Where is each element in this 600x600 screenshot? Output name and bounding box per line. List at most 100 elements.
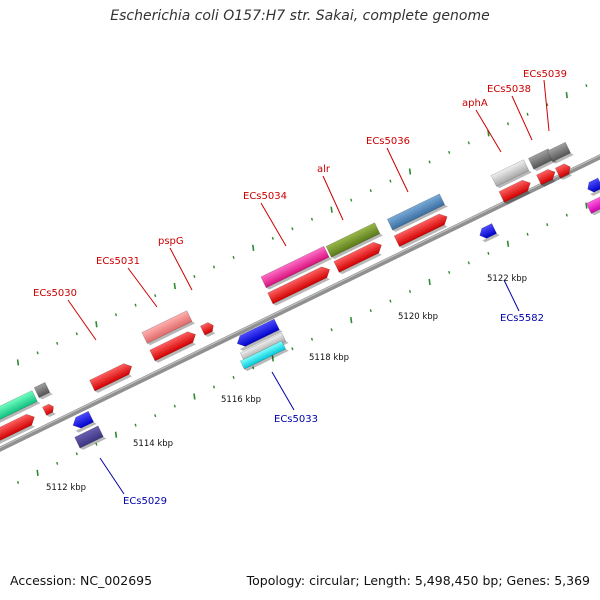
- cds-forward[interactable]: [333, 240, 386, 275]
- tick-label-5114: 5114 kbp: [133, 439, 173, 449]
- minor-tick: [467, 141, 470, 145]
- cds-reverse[interactable]: [477, 223, 500, 243]
- minor-tick: [330, 328, 333, 332]
- cds-forward[interactable]: [554, 162, 574, 181]
- genome-backbone: [0, 154, 600, 452]
- minor-tick: [369, 189, 372, 193]
- minor-tick: [526, 232, 529, 236]
- minor-tick: [448, 150, 451, 154]
- gene-label-ecs5031[interactable]: ECs5031: [96, 256, 140, 267]
- gene-label-ecs5036[interactable]: ECs5036: [366, 136, 410, 147]
- gene-label-ecs5039[interactable]: ECs5039: [523, 69, 567, 80]
- minor-tick: [212, 385, 216, 389]
- minor-tick: [75, 332, 78, 336]
- minor-tick: [56, 341, 59, 345]
- cds-forward[interactable]: [498, 178, 534, 205]
- minor-tick: [291, 227, 294, 231]
- gene-label-ecs5033[interactable]: ECs5033: [274, 414, 318, 425]
- tick-label-5122: 5122 kbp: [487, 274, 527, 284]
- major-tick: [36, 469, 39, 477]
- minor-tick: [173, 404, 176, 408]
- cds-forward[interactable]: [0, 412, 38, 447]
- minor-tick: [154, 294, 157, 298]
- major-tick: [585, 202, 588, 209]
- cds-reverse[interactable]: [74, 425, 107, 451]
- major-tick: [350, 317, 353, 324]
- gene-features: [0, 141, 600, 450]
- minor-tick: [369, 309, 372, 313]
- tick-labels: 5112 kbp 5114 kbp 5116 kbp 5118 kbp 5120…: [46, 274, 527, 493]
- cds-forward[interactable]: [149, 329, 200, 364]
- minor-tick: [134, 303, 137, 307]
- feature-misc[interactable]: [585, 196, 600, 216]
- minor-tick: [212, 265, 216, 269]
- gene-label-ecs5582[interactable]: ECs5582: [500, 313, 544, 324]
- feature-misc[interactable]: [33, 382, 53, 401]
- cds-reverse[interactable]: [585, 177, 600, 197]
- minor-tick: [114, 313, 118, 317]
- minor-tick: [232, 255, 235, 259]
- cds-forward[interactable]: [267, 264, 334, 306]
- minor-tick: [193, 275, 196, 279]
- major-tick: [252, 244, 255, 251]
- gene-labels: ECs5030 ECs5031 pspG ECs5034 alr ECs5036…: [33, 69, 567, 507]
- major-tick: [506, 240, 510, 247]
- gene-label-alr[interactable]: alr: [317, 164, 331, 175]
- minor-tick: [546, 223, 549, 227]
- minor-tick: [154, 414, 157, 418]
- gene-label-ecs5038[interactable]: ECs5038: [487, 84, 531, 95]
- tick-label-5116: 5116 kbp: [221, 395, 261, 405]
- minor-tick: [408, 290, 412, 294]
- minor-tick: [428, 160, 431, 164]
- minor-tick: [487, 251, 490, 255]
- minor-tick: [506, 122, 510, 126]
- minor-tick: [95, 442, 98, 446]
- minor-tick: [252, 366, 255, 370]
- tick-label-5118: 5118 kbp: [309, 353, 349, 363]
- minor-tick: [448, 270, 451, 274]
- cds-forward[interactable]: [89, 361, 136, 394]
- minor-tick: [565, 213, 568, 217]
- minor-tick: [546, 103, 549, 107]
- cds-reverse[interactable]: [235, 318, 283, 352]
- major-tick: [193, 393, 196, 400]
- feature-misc[interactable]: [0, 390, 41, 425]
- gene-label-apha[interactable]: aphA: [462, 98, 488, 109]
- map-title: Escherichia coli O157:H7 str. Sakai, com…: [110, 8, 490, 24]
- feature-misc[interactable]: [386, 193, 448, 233]
- gene-label-ecs5030[interactable]: ECs5030: [33, 288, 77, 299]
- genome-summary-text: Topology: circular; Length: 5,498,450 bp…: [246, 573, 590, 588]
- minor-tick: [585, 84, 588, 88]
- feature-misc[interactable]: [239, 340, 289, 372]
- major-tick: [95, 321, 98, 328]
- minor-tick: [526, 112, 529, 116]
- gene-label-ecs5029[interactable]: ECs5029: [123, 496, 167, 507]
- major-tick: [428, 278, 431, 286]
- feature-misc[interactable]: [260, 245, 333, 290]
- outer-tick-row: [16, 84, 588, 366]
- minor-tick: [291, 347, 294, 351]
- feature-misc[interactable]: [141, 310, 196, 346]
- inner-tick-row: [16, 202, 588, 484]
- cds-forward[interactable]: [393, 211, 451, 249]
- minor-tick: [350, 198, 353, 202]
- minor-tick: [467, 261, 470, 265]
- major-tick: [16, 359, 20, 366]
- feature-misc[interactable]: [325, 222, 384, 260]
- feature-misc[interactable]: [490, 159, 532, 189]
- cds-reverse[interactable]: [70, 410, 97, 433]
- minor-tick: [310, 337, 314, 341]
- accession-text: Accession: NC_002695: [10, 573, 153, 588]
- major-tick: [271, 355, 274, 362]
- cds-forward[interactable]: [200, 321, 216, 338]
- gene-label-ecs5034[interactable]: ECs5034: [243, 191, 287, 202]
- major-tick: [565, 92, 568, 99]
- cds-forward[interactable]: [42, 403, 57, 418]
- major-tick: [330, 206, 333, 213]
- cds-forward[interactable]: [536, 167, 559, 187]
- major-tick: [114, 431, 118, 438]
- gene-label-pspg[interactable]: pspG: [158, 236, 184, 247]
- feature-misc[interactable]: [546, 141, 574, 164]
